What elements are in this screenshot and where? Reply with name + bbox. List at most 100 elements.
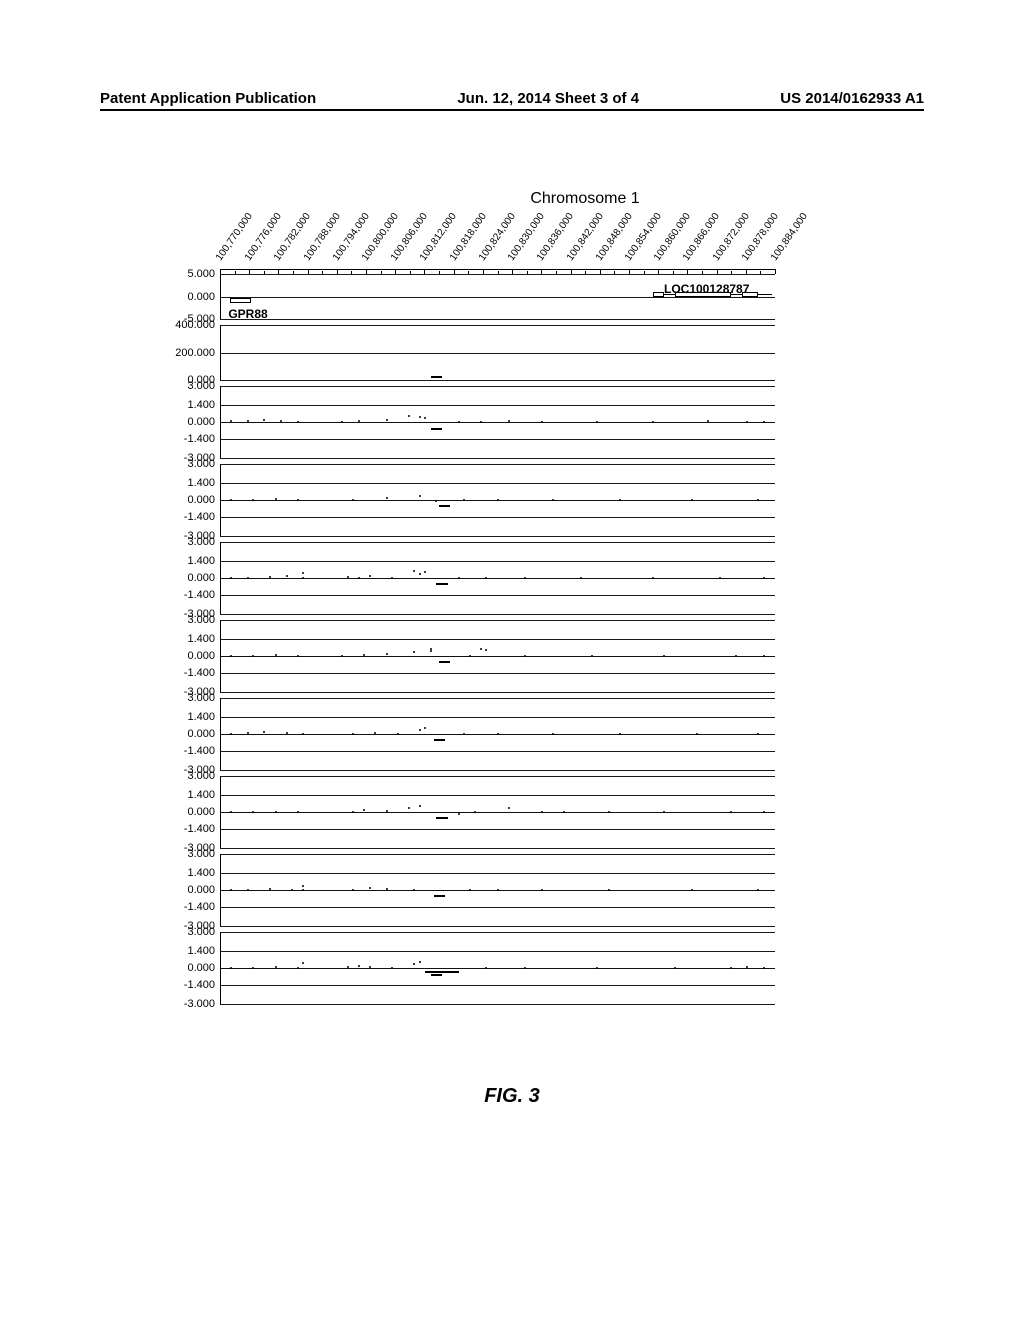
y-axis-label: 3.000 (155, 380, 215, 392)
x-axis: 100,770,000100,776,000100,782,000100,788… (220, 210, 775, 270)
gene-exon (675, 292, 731, 297)
y-axis-label: 3.000 (155, 926, 215, 938)
y-axis-label: 3.000 (155, 770, 215, 782)
figure-caption: FIG. 3 (0, 1085, 1024, 1108)
track: 3.0001.4000.000-1.400-3.000 (165, 776, 775, 848)
y-axis-label: 3.000 (155, 458, 215, 470)
page-header: Patent Application Publication Jun. 12, … (100, 90, 924, 111)
gridline (220, 692, 775, 693)
data-segment (431, 974, 442, 976)
data-segment (431, 376, 442, 378)
gene-exon (653, 292, 664, 297)
data-point (386, 497, 388, 499)
y-axis-label: 3.000 (155, 848, 215, 860)
gridline (220, 926, 775, 927)
gridline (220, 614, 775, 615)
y-axis-label: 1.400 (155, 477, 215, 489)
x-tick (775, 269, 776, 274)
gene-annotation: GPR88 (228, 307, 267, 321)
y-axis-label: 3.000 (155, 692, 215, 704)
data-point (369, 575, 371, 577)
y-axis-label: 3.000 (155, 536, 215, 548)
header-right: US 2014/0162933 A1 (780, 90, 924, 107)
y-axis-label: 3.000 (155, 614, 215, 626)
y-axis-label: 0.000 (155, 572, 215, 584)
y-axis-label: -1.400 (155, 433, 215, 445)
track-plot (220, 325, 775, 380)
data-segment (439, 505, 450, 507)
data-segment (434, 895, 445, 897)
data-point (386, 419, 388, 421)
y-axis-label: 0.000 (155, 494, 215, 506)
y-axis-label: 0.000 (155, 884, 215, 896)
gridline (220, 380, 775, 381)
gene-exon (742, 292, 759, 297)
y-axis-label: 1.400 (155, 945, 215, 957)
track: 3.0001.4000.000-1.400-3.000 (165, 464, 775, 536)
y-axis-label: 1.400 (155, 789, 215, 801)
header-left: Patent Application Publication (100, 90, 316, 107)
gridline (220, 319, 775, 320)
data-point (419, 961, 421, 963)
track: 3.0001.4000.000-1.400-3.000 (165, 932, 775, 1004)
data-point (408, 415, 410, 417)
y-axis-label: -3.000 (155, 998, 215, 1010)
baseline (220, 812, 775, 813)
track: 3.0001.4000.000-1.400-3.000 (165, 386, 775, 458)
tracks-container: 5.0000.000-5.000LOC100128787GPR88 400.000… (165, 274, 855, 1004)
figure-area: Chromosome 1 100,770,000100,776,000100,7… (165, 190, 855, 1004)
data-segment (439, 661, 450, 663)
y-axis-label: 0.000 (155, 962, 215, 974)
gridline (220, 848, 775, 849)
gridline (220, 536, 775, 537)
baseline (220, 422, 775, 423)
track: 3.0001.4000.000-1.400-3.000 (165, 854, 775, 926)
baseline (220, 734, 775, 735)
y-axis-label: 0.000 (155, 806, 215, 818)
data-point (369, 887, 371, 889)
y-axis-label: 0.000 (155, 291, 215, 303)
gridline (220, 458, 775, 459)
y-axis-label: -1.400 (155, 589, 215, 601)
gridline (220, 1004, 775, 1005)
gene-exon (230, 298, 251, 303)
y-axis-label: -1.400 (155, 823, 215, 835)
data-segment (436, 817, 447, 819)
y-axis-label: 200.000 (155, 347, 215, 359)
y-axis-label: 1.400 (155, 555, 215, 567)
data-point (386, 653, 388, 655)
data-segment (436, 583, 447, 585)
y-axis-label: 1.400 (155, 399, 215, 411)
gridline (220, 770, 775, 771)
track: 3.0001.4000.000-1.400-3.000 (165, 698, 775, 770)
data-segment (434, 739, 445, 741)
data-segment (431, 428, 442, 430)
track: 400.000200.0000.000 (165, 325, 775, 380)
baseline (220, 890, 775, 891)
data-point (286, 575, 288, 577)
data-segment (425, 971, 458, 973)
y-axis-label: -1.400 (155, 511, 215, 523)
track: 5.0000.000-5.000LOC100128787GPR88 (165, 274, 775, 319)
y-axis-label: -1.400 (155, 979, 215, 991)
y-axis-label: -1.400 (155, 667, 215, 679)
y-axis-label: 1.400 (155, 633, 215, 645)
baseline (220, 578, 775, 579)
data-point (480, 648, 482, 650)
y-axis-label: 0.000 (155, 416, 215, 428)
page: Patent Application Publication Jun. 12, … (0, 0, 1024, 1320)
y-axis-label: 400.000 (155, 319, 215, 331)
chart-title: Chromosome 1 (315, 190, 855, 208)
track: 3.0001.4000.000-1.400-3.000 (165, 620, 775, 692)
y-axis-label: 0.000 (155, 650, 215, 662)
header-center: Jun. 12, 2014 Sheet 3 of 4 (457, 90, 639, 107)
y-axis-label: 1.400 (155, 711, 215, 723)
baseline (220, 968, 775, 969)
y-axis-label: -1.400 (155, 901, 215, 913)
y-axis-label: -1.400 (155, 745, 215, 757)
baseline (220, 500, 775, 501)
y-axis-label: 5.000 (155, 268, 215, 280)
y-axis-label: 0.000 (155, 728, 215, 740)
y-axis-label: 1.400 (155, 867, 215, 879)
baseline (220, 656, 775, 657)
